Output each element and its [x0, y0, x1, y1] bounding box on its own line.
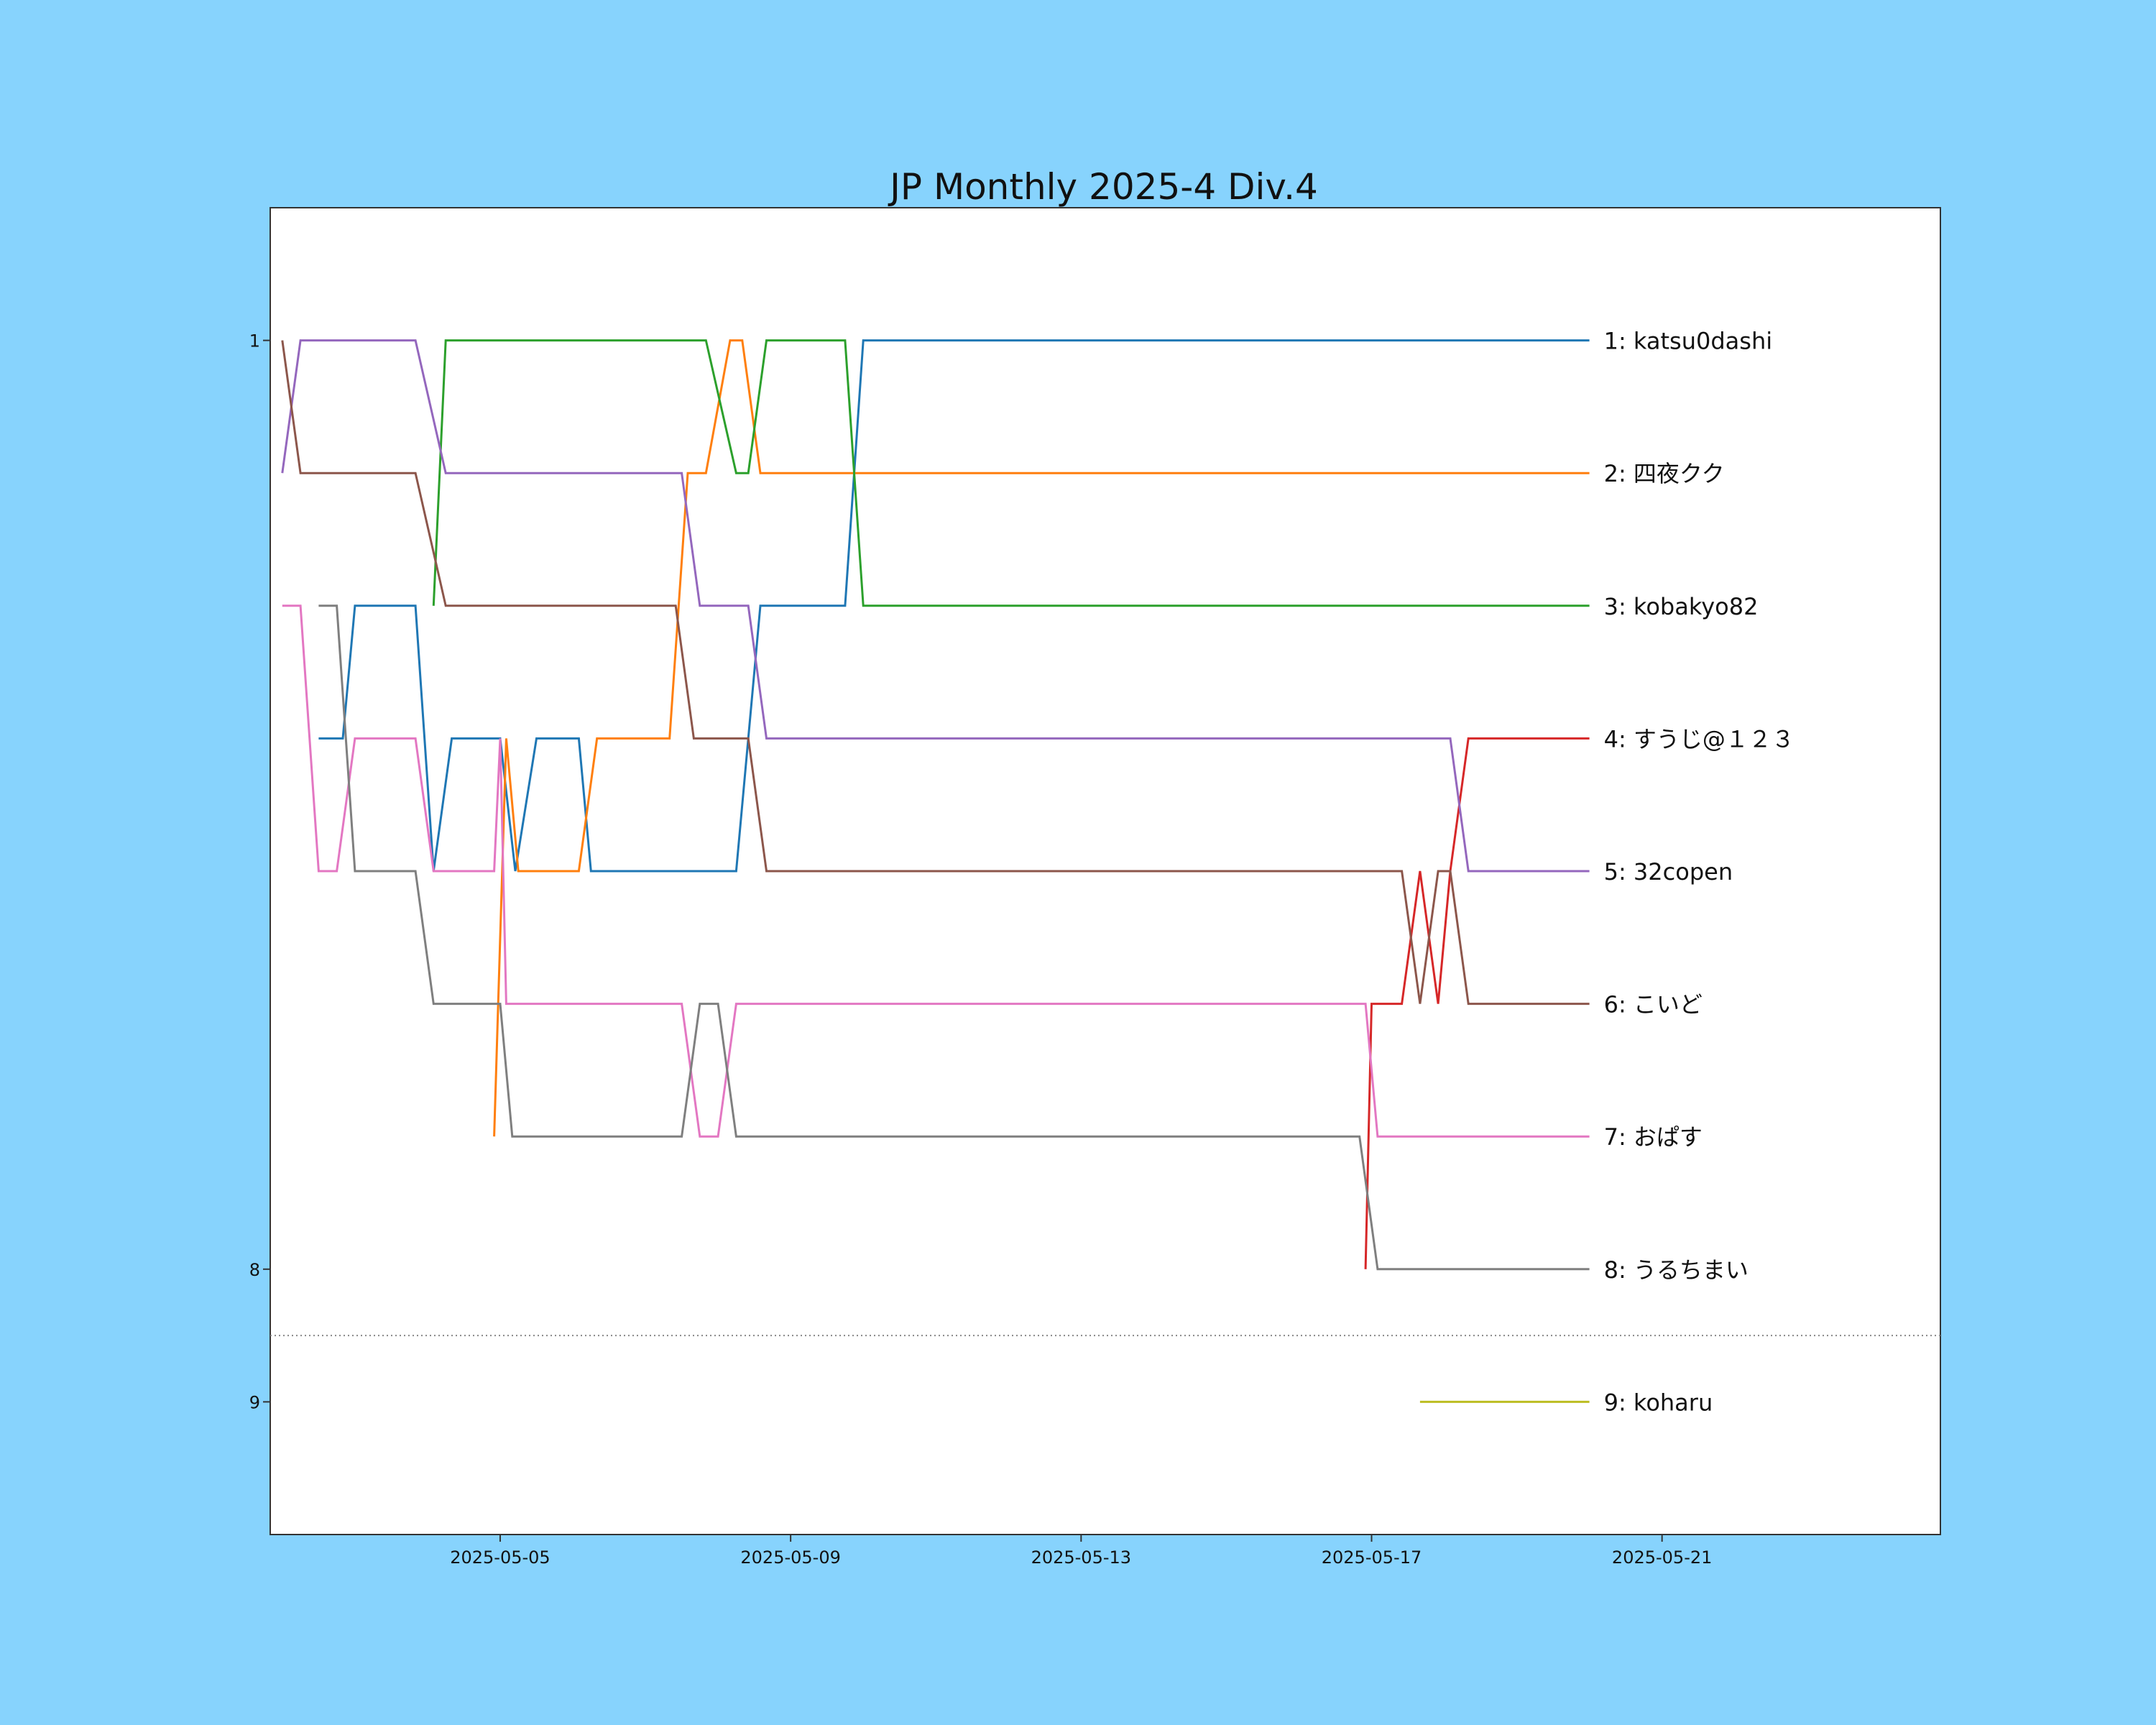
x-axis: 2025-05-05 2025-05-09 2025-05-13 2025-05-17…: [450, 1535, 1712, 1568]
x-tick-label: 2025-05-05: [450, 1547, 550, 1568]
series-label-6: 6: こいど: [1604, 991, 1703, 1018]
series-label-8: 8: うるちまい: [1604, 1256, 1749, 1284]
series-label-5: 5: 32copen: [1604, 858, 1733, 886]
series-end-labels: 1: katsu0dashi 2: 四夜クク 3: kobakyo82 4: すうじ@…: [1604, 328, 1795, 1417]
series-line-6: [281, 340, 1590, 1006]
series-label-3: 3: kobakyo82: [1604, 593, 1759, 620]
chart-title: JP Monthly 2025-4 Div.4: [888, 166, 1318, 208]
y-tick-label: 1: [249, 331, 260, 351]
series-line-8: [318, 604, 1590, 1271]
x-tick-label: 2025-05-17: [1322, 1547, 1422, 1568]
y-tick-label: 9: [249, 1392, 260, 1412]
x-tick-label: 2025-05-13: [1031, 1547, 1131, 1568]
series-label-7: 7: おぱす: [1604, 1123, 1703, 1151]
series-line-7: [282, 604, 1590, 1138]
series-label-9: 9: koharu: [1604, 1389, 1713, 1416]
series-layer: [281, 339, 1590, 1403]
x-tick-label: 2025-05-09: [740, 1547, 840, 1568]
series-line-2: [493, 339, 1590, 1137]
series-line-5: [281, 339, 1590, 873]
series-label-4: 4: すうじ@１２３: [1604, 725, 1795, 753]
x-tick-label: 2025-05-21: [1612, 1547, 1712, 1568]
y-tick-label: 8: [249, 1260, 260, 1280]
series-line-1: [318, 339, 1590, 873]
y-axis: 1 8 9: [249, 331, 270, 1412]
series-line-3: [432, 339, 1590, 607]
series-label-1: 1: katsu0dashi: [1604, 328, 1773, 355]
series-label-2: 2: 四夜クク: [1604, 460, 1725, 487]
